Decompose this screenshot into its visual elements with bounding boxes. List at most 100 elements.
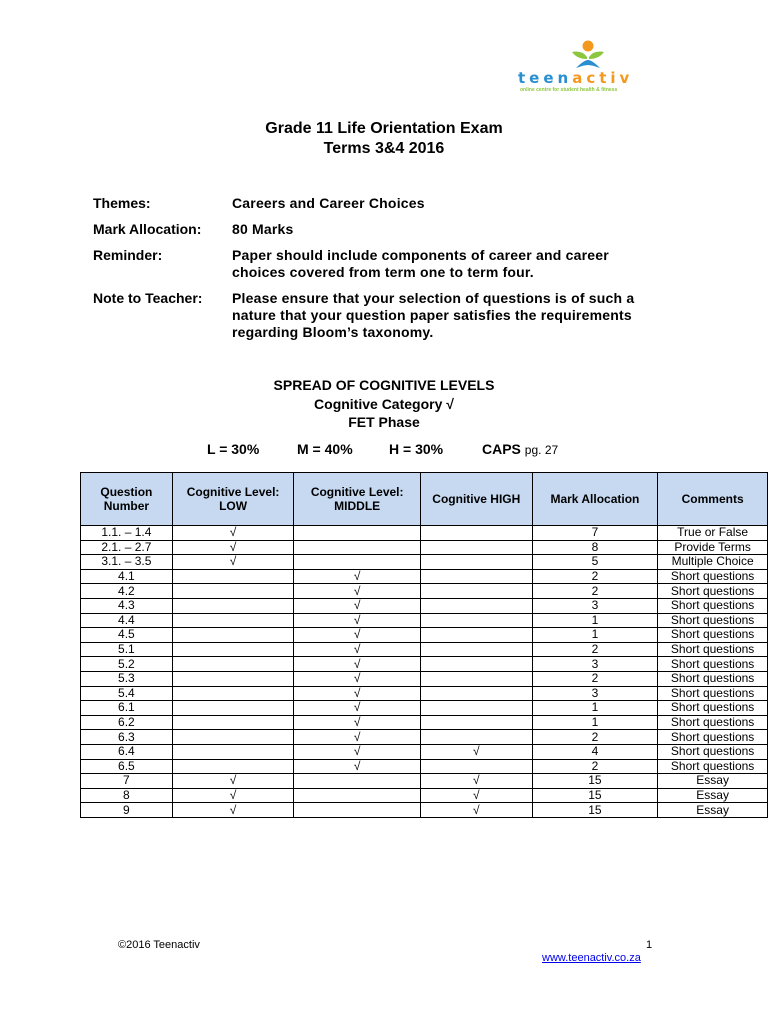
table-cell: 2.1. – 2.7: [80, 539, 173, 556]
table-row: 5.3 √ 2 Short questions: [80, 670, 768, 687]
table-cell: 5.2: [80, 656, 173, 672]
table-cell: [171, 583, 295, 599]
table-row: 6.5 √ 2 Short questions: [80, 758, 768, 775]
table-cell: Short questions: [657, 714, 768, 731]
logo-tagline: online centre for student health & fitne…: [520, 87, 618, 93]
table-cell: 1: [531, 612, 659, 629]
table-cell: [171, 597, 295, 614]
table-cell: [293, 787, 421, 804]
table-cell: 8: [80, 787, 173, 804]
teenactiv-logo: teenactiv online centre for student heal…: [518, 40, 658, 95]
table-cell: Short questions: [657, 597, 768, 614]
table-cell: 2: [531, 729, 659, 745]
table-cell: 9: [80, 802, 173, 818]
table-cell: [171, 612, 295, 629]
table-cell: √: [293, 714, 421, 731]
table-cell: Multiple Choice: [657, 554, 768, 570]
table-row: 4.3 √ 3 Short questions: [80, 597, 768, 614]
table-cell: 1.1. – 1.4: [80, 525, 173, 541]
logo-word-activ: activ: [572, 69, 634, 87]
table-cell: [171, 743, 295, 760]
table-cell: 1: [531, 627, 659, 643]
table-cell: [419, 612, 533, 629]
table-row: 4.4 √ 1 Short questions: [80, 612, 768, 629]
table-cell: Short questions: [657, 656, 768, 672]
table-cell: [419, 525, 533, 541]
table-cell: Short questions: [657, 568, 768, 585]
table-cell: √: [171, 525, 295, 541]
column-header: Cognitive Level: MIDDLE: [293, 472, 421, 526]
table-cell: [419, 758, 533, 775]
table-cell: [419, 539, 533, 556]
table-cell: 2: [531, 568, 659, 585]
table-row: 5.2 √ 3 Short questions: [80, 656, 768, 672]
doc-subtitle: Terms 3&4 2016: [323, 140, 445, 157]
column-header: Cognitive HIGH: [419, 472, 533, 526]
table-cell: √: [293, 656, 421, 672]
doc-title: Grade 11 Life Orientation Exam: [265, 120, 503, 137]
table-cell: √: [293, 743, 421, 760]
table-cell: [171, 729, 295, 745]
table-cell: 6.5: [80, 758, 173, 775]
table-cell: 2: [531, 758, 659, 775]
footer-page-number: 1: [646, 939, 653, 951]
table-cell: √: [171, 787, 295, 804]
table-cell: [419, 729, 533, 745]
table-row: 9 √ √ 15 Essay: [80, 802, 768, 818]
table-cell: 4.2: [80, 583, 173, 599]
table-cell: Short questions: [657, 729, 768, 745]
caps-reference: CAPS pg. 27: [482, 441, 558, 457]
table-cell: [419, 641, 533, 658]
table-cell: 3.1. – 3.5: [80, 554, 173, 570]
table-cell: 7: [80, 773, 173, 789]
table-cell: Short questions: [657, 612, 768, 629]
footer-website-link[interactable]: www.teenactiv.co.za: [542, 952, 641, 964]
table-row: 4.2 √ 2 Short questions: [80, 583, 768, 599]
column-header: Comments: [657, 472, 768, 526]
table-cell: √: [419, 773, 533, 789]
table-row: 6.4 √ √ 4 Short questions: [80, 743, 768, 760]
table-cell: 4.5: [80, 627, 173, 643]
table-cell: Short questions: [657, 758, 768, 775]
table-cell: [419, 583, 533, 599]
table-cell: 15: [531, 802, 659, 818]
table-cell: 4: [531, 743, 659, 760]
table-cell: √: [171, 539, 295, 556]
table-cell: √: [293, 568, 421, 585]
caps-label: CAPS: [482, 441, 521, 457]
table-cell: Essay: [657, 773, 768, 789]
table-cell: [419, 554, 533, 570]
table-cell: 1: [531, 700, 659, 716]
table-row: 5.1 √ 2 Short questions: [80, 641, 768, 658]
meta-value: Careers and Career Choices: [232, 195, 425, 211]
column-header: Question Number: [80, 472, 173, 526]
table-cell: [293, 539, 421, 556]
table-cell: 6.3: [80, 729, 173, 745]
table-cell: 4.4: [80, 612, 173, 629]
table-cell: 2: [531, 583, 659, 599]
column-header: Cognitive Level: LOW: [171, 472, 295, 526]
table-cell: [419, 656, 533, 672]
pct-low: L = 30%: [207, 441, 260, 457]
table-cell: [171, 714, 295, 731]
table-cell: √: [293, 685, 421, 702]
meta-value: Please ensure that your selection of que…: [232, 290, 635, 340]
table-row: 1.1. – 1.4 √ 7 True or False: [80, 525, 768, 541]
table-cell: [171, 758, 295, 775]
table-cell: 8: [531, 539, 659, 556]
pct-high: H = 30%: [389, 441, 444, 457]
table-cell: 3: [531, 685, 659, 702]
table-cell: Short questions: [657, 641, 768, 658]
table-cell: [171, 641, 295, 658]
table-cell: √: [293, 597, 421, 614]
footer-copyright: ©2016 Teenactiv: [118, 939, 200, 951]
table-cell: 4.3: [80, 597, 173, 614]
table-cell: √: [293, 729, 421, 745]
meta-label: Themes:: [93, 195, 151, 211]
meta-label: Note to Teacher:: [93, 290, 203, 306]
table-cell: 6.2: [80, 714, 173, 731]
table-cell: [171, 700, 295, 716]
table-cell: 1: [531, 714, 659, 731]
table-cell: √: [293, 583, 421, 599]
